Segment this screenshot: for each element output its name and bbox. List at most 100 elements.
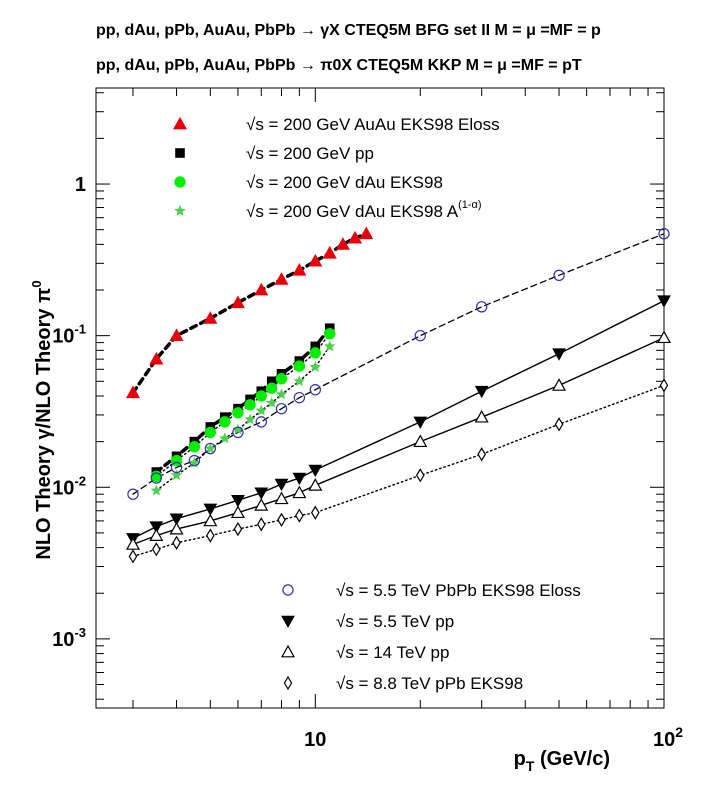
header-line-2: pp, dAu, pPb, AuAu, PbPb → π0X CTEQ5M KK… (96, 57, 582, 74)
data-point (152, 542, 161, 557)
header-line-1: pp, dAu, pPb, AuAu, PbPb → γX CTEQ5M BFG… (96, 22, 601, 39)
data-point (175, 148, 185, 158)
data-point (308, 253, 323, 267)
data-point (274, 491, 289, 505)
data-point (292, 485, 307, 499)
data-point (266, 396, 278, 408)
data-point (255, 416, 267, 428)
axis-ticks: 10-3 10-2 10-1 1 10 102 (52, 88, 683, 751)
data-point (204, 442, 217, 455)
data-point (203, 513, 218, 527)
data-point (256, 517, 266, 532)
data-point (475, 301, 488, 313)
data-point (255, 404, 267, 416)
y-tick-label: 10-2 (52, 473, 86, 499)
data-point (275, 373, 288, 385)
x-axis-label: pT (GeV/c) (514, 748, 610, 774)
data-point (231, 495, 245, 508)
data-point (413, 416, 428, 429)
data-point (293, 375, 306, 387)
data-point (274, 478, 289, 492)
data-point (169, 513, 184, 526)
legend-label: √s = 200 GeV dAu EKS98 A(1-α) (246, 199, 482, 221)
data-point (293, 360, 306, 372)
data-point (309, 347, 322, 359)
y-tick-label: 10-1 (52, 322, 86, 348)
data-point (172, 116, 188, 130)
y-tick-label: 10-3 (52, 625, 86, 651)
legend-label: √s = 5.5 TeV pp (336, 612, 454, 631)
data-point (230, 505, 245, 519)
data-point (309, 384, 322, 396)
data-point (230, 295, 245, 309)
data-point (292, 263, 307, 276)
data-point (311, 505, 320, 520)
data-point (656, 330, 672, 344)
series-line (132, 233, 665, 495)
data-point (324, 340, 336, 352)
data-point (206, 528, 215, 543)
series-markers (125, 226, 672, 564)
data-point (415, 468, 425, 483)
data-point (254, 487, 269, 500)
data-point (324, 328, 336, 340)
data-point (254, 282, 269, 296)
data-point (204, 442, 216, 454)
data-point (281, 615, 295, 629)
data-point (203, 503, 218, 516)
data-point (659, 378, 669, 393)
legend-label: √s = 14 TeV pp (336, 643, 449, 662)
data-point (309, 361, 321, 372)
data-point (413, 434, 428, 448)
data-point (308, 464, 323, 478)
data-point (554, 417, 564, 432)
data-point (188, 454, 201, 467)
data-point (188, 441, 201, 453)
data-point (266, 382, 278, 394)
data-point (128, 549, 138, 564)
legend-label: √s = 200 GeV pp (246, 144, 374, 163)
data-point (310, 341, 321, 352)
data-point (174, 205, 186, 216)
series-line (132, 337, 665, 546)
data-point (359, 226, 374, 240)
data-point (266, 376, 277, 387)
data-point (232, 423, 244, 435)
data-point (149, 521, 164, 534)
data-point (414, 329, 426, 342)
data-point (474, 385, 489, 399)
data-point (150, 484, 162, 496)
data-point (125, 537, 140, 550)
x-tick-label: 102 (653, 724, 683, 751)
data-point (149, 351, 164, 365)
x-tick-label: 10 (304, 729, 326, 751)
data-point (293, 391, 306, 404)
data-point (295, 508, 304, 523)
data-point (150, 472, 163, 484)
data-point (277, 512, 286, 527)
data-point (219, 432, 231, 444)
data-point (244, 399, 256, 411)
data-point (474, 409, 489, 423)
data-point (169, 521, 184, 535)
data-point (219, 416, 231, 428)
data-point (348, 230, 363, 244)
data-point (552, 348, 566, 361)
data-point (149, 528, 164, 541)
data-point (274, 272, 289, 285)
data-point (232, 407, 244, 419)
series-line (132, 300, 665, 540)
data-point (552, 378, 567, 391)
data-point (203, 311, 218, 324)
legend-label: √s = 8.8 TeV pPb EKS98 (336, 674, 523, 693)
data-point (292, 472, 307, 486)
legend-label: √s = 5.5 TeV PbPb EKS98 Eloss (336, 581, 581, 600)
data-point (174, 176, 186, 188)
y-axis-label: NLO Theory γ/NLO Theory π0 (29, 280, 55, 559)
legend-label: √s = 200 GeV dAu EKS98 (246, 173, 443, 192)
data-point (308, 478, 323, 491)
data-point (275, 402, 288, 415)
data-point (283, 675, 293, 691)
data-point (282, 584, 294, 596)
